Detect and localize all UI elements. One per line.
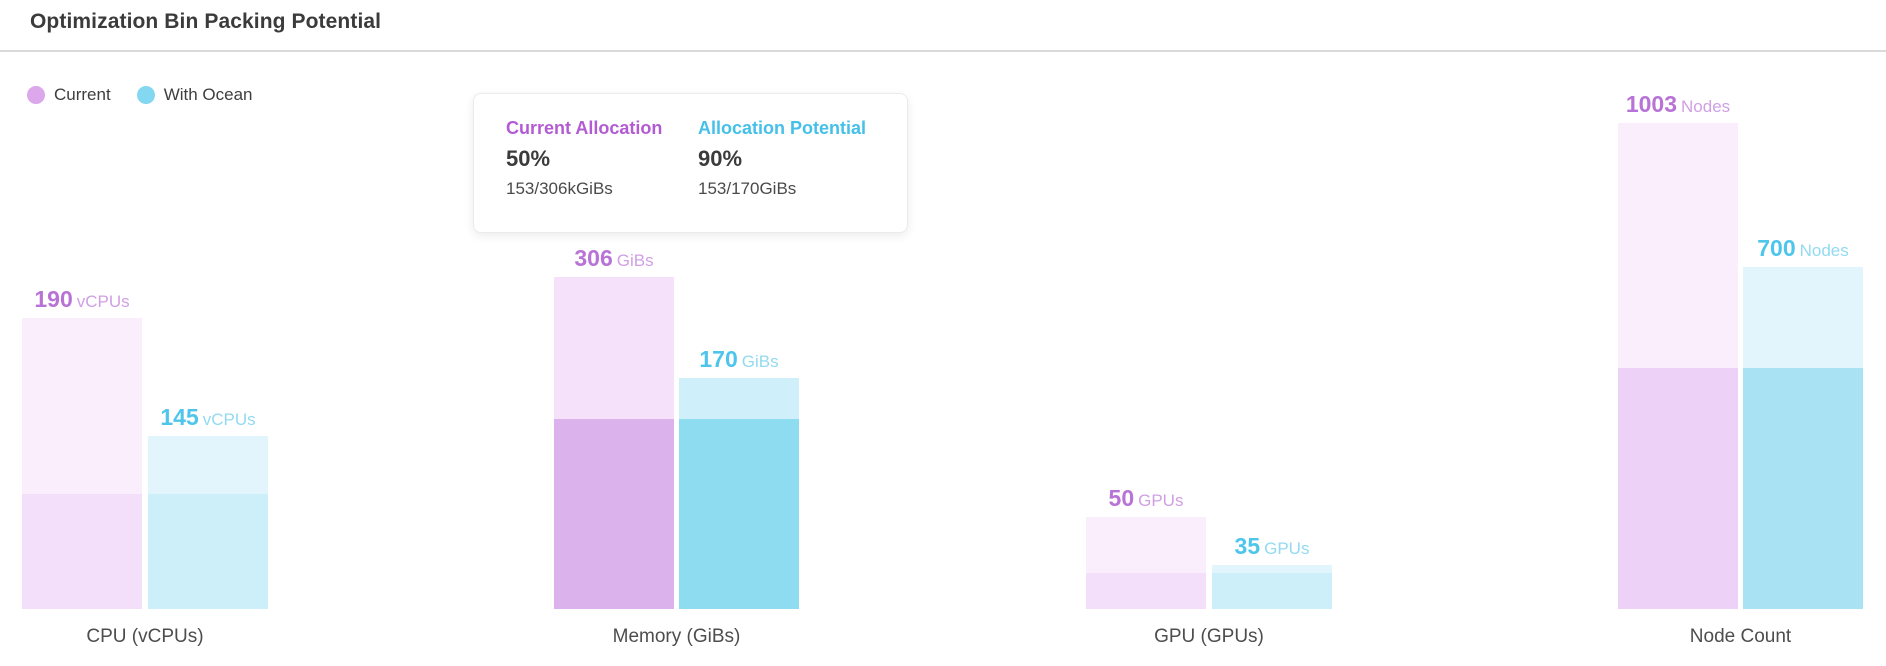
cpu-vcpus-with-ocean-value-label: 145 vCPUs [160,406,255,429]
memory-gibs-with-ocean-unit: GiBs [741,352,779,371]
memory-gibs-with-ocean-bar[interactable] [679,378,799,609]
node-count-current-unit: Nodes [1681,97,1731,116]
memory-gibs-with-ocean-used-segment [679,419,799,609]
memory-gibs-current-unit: GiBs [616,251,654,270]
cpu-vcpus-current-used-segment [22,494,142,609]
gpu-gpus-current-bar[interactable] [1086,517,1206,609]
memory-gibs-current-value: 306 [574,245,613,271]
legend-label-with-ocean: With Ocean [163,85,253,104]
chart-legend: Current With Ocean [27,85,253,105]
gpu-gpus-with-ocean-bar[interactable] [1212,565,1332,609]
tooltip-allocation-potential-title: Allocation Potential [698,118,867,138]
gpu-gpus-category-label: GPU (GPUs) [1154,626,1264,647]
gpu-gpus-current-value: 50 [1108,485,1135,511]
gpu-gpus-current-value-label: 50 GPUs [1109,487,1184,510]
gpu-gpus-current-unit: GPUs [1138,491,1184,510]
node-count-current-bar[interactable] [1618,123,1738,609]
legend-item-with-ocean[interactable]: With Ocean [136,85,253,105]
gpu-gpus-with-ocean-unit: GPUs [1264,539,1310,558]
tooltip-current-allocation-title: Current Allocation [506,118,663,138]
cpu-vcpus-with-ocean-bar[interactable] [148,436,268,609]
with-ocean-series-dot-icon [136,86,155,104]
tooltip-current-allocation-detail: 153/306kGiBs [506,179,613,198]
node-count-with-ocean-value: 700 [1757,235,1796,261]
node-count-with-ocean-value-label: 700 Nodes [1757,237,1849,260]
cpu-vcpus-current-value: 190 [34,286,73,312]
legend-label-current: Current [54,85,111,104]
tooltip-allocation-potential-detail: 153/170GiBs [698,179,797,198]
cpu-vcpus-current-unit: vCPUs [76,292,130,311]
node-count-current-used-segment [1618,368,1738,609]
legend-item-current[interactable]: Current [27,85,111,105]
node-count-with-ocean-used-segment [1743,368,1863,609]
memory-gibs-current-bar[interactable] [554,277,674,609]
memory-gibs-with-ocean-value: 170 [699,346,738,372]
gpu-gpus-with-ocean-value: 35 [1234,533,1261,559]
cpu-vcpus-category-label: CPU (vCPUs) [86,626,204,647]
cpu-vcpus-current-bar[interactable] [22,318,142,609]
cpu-vcpus-with-ocean-value: 145 [160,404,199,430]
cpu-vcpus-with-ocean-used-segment [148,494,268,609]
memory-gibs-current-value-label: 306 GiBs [574,247,653,270]
page-title: Optimization Bin Packing Potential [30,10,382,33]
node-count-category-label: Node Count [1689,626,1792,647]
node-count-with-ocean-bar[interactable] [1743,267,1863,609]
node-count-current-value: 1003 [1625,91,1678,117]
gpu-gpus-with-ocean-value-label: 35 GPUs [1235,535,1310,558]
allocation-tooltip: Current Allocation 50% 153/306kGiBs Allo… [473,93,908,233]
gpu-gpus-with-ocean-used-segment [1212,573,1332,609]
node-count-with-ocean-unit: Nodes [1799,241,1849,260]
memory-gibs-with-ocean-value-label: 170 GiBs [699,348,778,371]
current-series-dot-icon [27,86,45,104]
cpu-vcpus-with-ocean-unit: vCPUs [202,410,256,429]
tooltip-allocation-potential-column: Allocation Potential 90% 153/170GiBs [698,118,866,208]
memory-gibs-current-used-segment [554,419,674,609]
tooltip-current-allocation-percent: 50% [506,146,551,171]
header-divider [0,50,1886,52]
node-count-current-value-label: 1003 Nodes [1626,93,1730,116]
cpu-vcpus-current-value-label: 190 vCPUs [34,288,129,311]
tooltip-allocation-potential-percent: 90% [698,146,743,171]
tooltip-current-allocation-column: Current Allocation 50% 153/306kGiBs [506,118,698,208]
gpu-gpus-current-used-segment [1086,573,1206,609]
memory-gibs-category-label: Memory (GiBs) [612,626,741,647]
